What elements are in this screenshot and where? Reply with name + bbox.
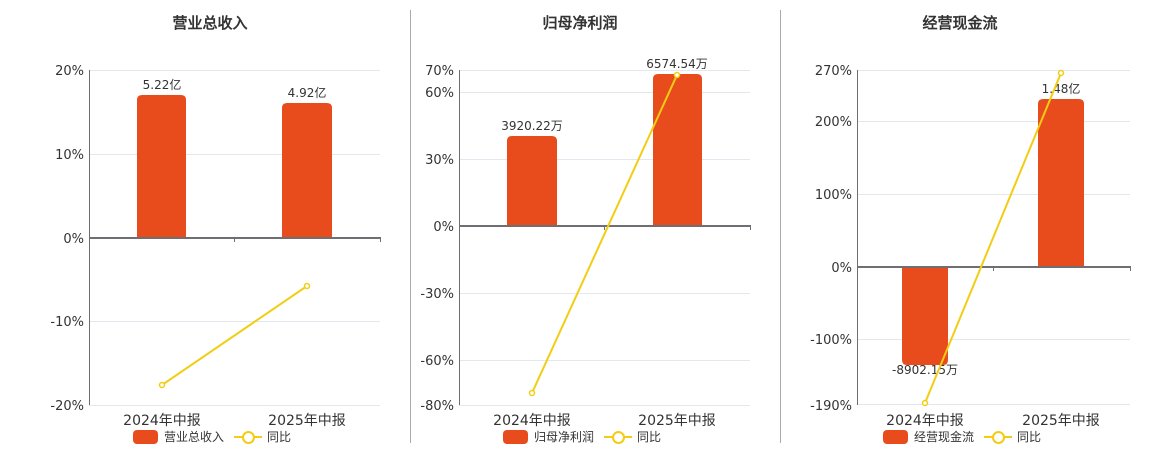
legend-line-label[interactable]: 同比 [267, 430, 292, 444]
legend: 归母净利润 同比 [503, 428, 661, 445]
y-tick-label: -30% [420, 287, 454, 302]
bar-value-label: -8902.15万 [892, 363, 958, 377]
line-point [921, 399, 929, 407]
chart-plot-revenue: 20% 10% 0% -10% -20% 5.22亿 4.92亿 2024年中报… [50, 64, 381, 429]
y-tick-label: 0% [831, 261, 852, 276]
y-tick-label: 60% [425, 86, 454, 101]
x-tick-label: 2025年中报 [1022, 413, 1100, 429]
y-tick-label: 10% [55, 148, 84, 163]
y-axis-labels: 20% 10% 0% -10% -20% [50, 64, 84, 414]
y-tick-label: 270% [815, 64, 852, 79]
legend-bar-label[interactable]: 营业总收入 [164, 430, 225, 444]
y-axis-labels: 270% 200% 100% 0% -100% -190% [810, 64, 852, 414]
legend-line-icon[interactable] [234, 430, 263, 444]
chart-title: 归母净利润 [542, 14, 618, 32]
yoy-line[interactable] [528, 71, 681, 397]
legend: 经营现金流 同比 [883, 428, 1041, 445]
legend: 营业总收入 同比 [133, 428, 291, 445]
chart-plot-net-profit: 70% 60% 30% 0% -30% -60% -80% 3920.22万 6… [420, 57, 751, 429]
y-tick-label: -60% [420, 354, 454, 369]
x-axis-labels: 2024年中报 2025年中报 [886, 413, 1100, 429]
chart-panel-net-profit: 归母净利润 70% 60% 30% 0% -30% -60% -80% [390, 0, 780, 450]
legend-bar-swatch[interactable] [883, 429, 908, 444]
bar-2025[interactable] [1038, 99, 1084, 267]
legend-bar-swatch[interactable] [133, 429, 158, 444]
bars [507, 74, 702, 226]
y-tick-label: 100% [815, 188, 852, 203]
bar-value-label: 1.48亿 [1042, 81, 1081, 96]
legend-line-icon[interactable] [984, 430, 1013, 444]
bar-2025[interactable] [653, 74, 702, 226]
panel-separator [780, 10, 781, 443]
bar-2024[interactable] [902, 267, 948, 365]
y-tick-label: 0% [63, 232, 84, 247]
x-tick-label: 2025年中报 [638, 413, 716, 429]
bars [902, 99, 1084, 365]
bar-value-labels: -8902.15万 1.48亿 [892, 81, 1080, 377]
bar-value-labels: 5.22亿 4.92亿 [143, 77, 327, 100]
y-tick-label: 20% [55, 64, 84, 79]
legend-bar-label[interactable]: 经营现金流 [914, 430, 975, 444]
yoy-line[interactable] [921, 69, 1065, 407]
x-tick-label: 2024年中报 [493, 413, 571, 429]
y-tick-label: 70% [425, 64, 454, 79]
bar-2024[interactable] [137, 95, 186, 238]
bar-value-label: 5.22亿 [143, 77, 182, 92]
panel-separator [410, 10, 411, 443]
legend-line-label[interactable]: 同比 [637, 430, 662, 444]
y-tick-label: -10% [50, 315, 84, 330]
grid-lines [459, 70, 750, 406]
y-tick-label: -190% [810, 399, 852, 414]
line-point [528, 389, 536, 397]
chart-panel-revenue: 营业总收入 20% 10% 0% -10% -20% 5.22亿 4.92亿 [0, 0, 410, 450]
x-axis-labels: 2024年中报 2025年中报 [493, 413, 716, 429]
legend-line-icon[interactable] [604, 430, 633, 444]
bar-value-label: 6574.54万 [646, 57, 708, 71]
chart-title: 营业总收入 [172, 14, 248, 32]
bars [137, 95, 332, 238]
y-tick-label: -80% [420, 399, 454, 414]
legend-bar-swatch[interactable] [503, 429, 528, 444]
grid-lines [857, 70, 1130, 405]
grid-lines [89, 70, 380, 406]
line-point [303, 282, 311, 290]
line-point [1057, 69, 1065, 77]
x-tick-label: 2024年中报 [886, 413, 964, 429]
chart-title: 经营现金流 [922, 14, 998, 32]
y-tick-label: -100% [810, 333, 852, 348]
bar-value-label: 3920.22万 [501, 119, 563, 133]
legend-line-label[interactable]: 同比 [1017, 430, 1042, 444]
x-axis-labels: 2024年中报 2025年中报 [123, 413, 346, 429]
line-point [673, 71, 681, 79]
y-tick-label: 30% [425, 153, 454, 168]
bar-value-labels: 3920.22万 6574.54万 [501, 57, 708, 133]
line-point [158, 381, 166, 389]
y-tick-label: -20% [50, 399, 84, 414]
y-tick-label: 0% [433, 220, 454, 235]
bar-2024[interactable] [507, 136, 557, 226]
bar-value-label: 4.92亿 [288, 85, 327, 100]
chart-panel-operating-cashflow: 经营现金流 270% 200% 100% 0% -100% -190% [770, 0, 1160, 450]
x-tick-label: 2024年中报 [123, 413, 201, 429]
y-axis-labels: 70% 60% 30% 0% -30% -60% -80% [420, 64, 454, 414]
chart-plot-operating-cashflow: 270% 200% 100% 0% -100% -190% -8902.15万 … [810, 64, 1131, 429]
x-tick-label: 2025年中报 [268, 413, 346, 429]
bar-2025[interactable] [282, 103, 332, 238]
legend-bar-label[interactable]: 归母净利润 [534, 430, 595, 444]
yoy-line[interactable] [158, 282, 311, 389]
y-tick-label: 200% [815, 115, 852, 130]
